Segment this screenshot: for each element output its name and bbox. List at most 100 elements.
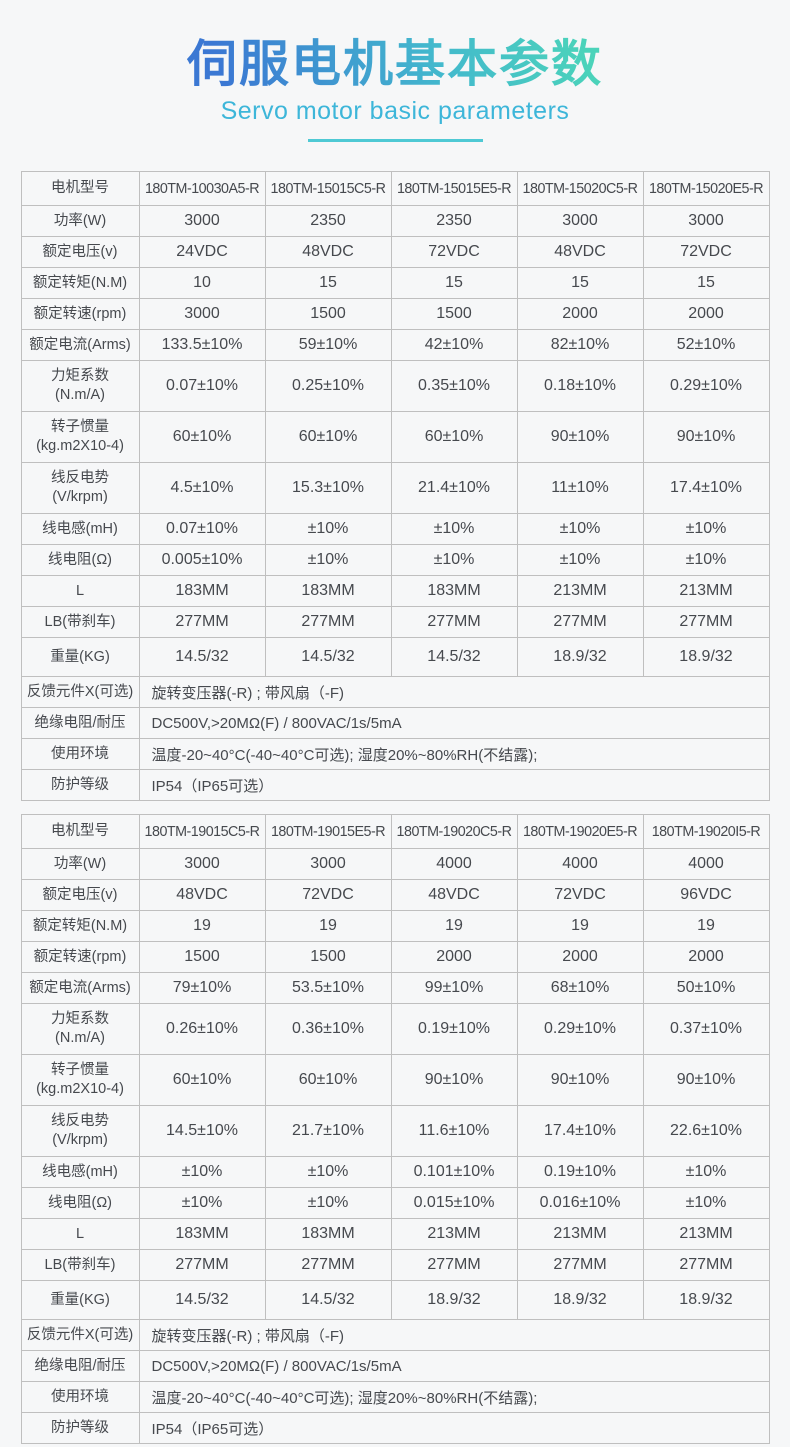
- spec-value: 18.9/32: [642, 1280, 770, 1320]
- spec-row: 重量(KG) 14.5/32 14.5/32 14.5/32 18.9/32 18.9/3…: [20, 637, 770, 677]
- spec-value: 14.5/32: [390, 637, 518, 677]
- spec-row: 力矩系数 (N.m/A) 0.07±10% 0.25±10% 0.35±10% 0.18…: [20, 360, 770, 412]
- spec-value: 213MM: [516, 1218, 644, 1250]
- spec-value: 3000: [138, 848, 266, 880]
- footer-value: IP54（IP65可选）: [138, 769, 770, 801]
- title-underline: [307, 139, 483, 142]
- spec-value: 19: [390, 910, 518, 942]
- spec-value: ±10%: [264, 513, 392, 545]
- row-label: 额定电流(Arms): [20, 972, 140, 1004]
- spec-value: 277MM: [390, 1249, 518, 1281]
- spec-value: 3000: [138, 205, 266, 237]
- spec-value: 213MM: [642, 1218, 770, 1250]
- row-label: 线电阻(Ω): [20, 1187, 140, 1219]
- spec-value: 3000: [516, 205, 644, 237]
- spec-row: 额定电流(Arms) 133.5±10% 59±10% 42±10% 82±10% 52±…: [20, 329, 770, 361]
- spec-value: 2350: [390, 205, 518, 237]
- spec-value: 213MM: [390, 1218, 518, 1250]
- spec-value: 0.35±10%: [390, 360, 518, 412]
- spec-value: 60±10%: [138, 1054, 266, 1106]
- model-number: 180TM-19020I5-R: [642, 814, 770, 849]
- spec-value: 18.9/32: [390, 1280, 518, 1320]
- spec-value: 183MM: [138, 1218, 266, 1250]
- spec-value: 24VDC: [138, 236, 266, 268]
- spec-row: 线反电势 (V/krpm) 14.5±10% 21.7±10% 11.6±10% 17.…: [20, 1105, 770, 1157]
- spec-value: 0.29±10%: [642, 360, 770, 412]
- spec-value: 68±10%: [516, 972, 644, 1004]
- row-label: 线电感(mH): [20, 1156, 140, 1188]
- footer-value: IP54（IP65可选）: [138, 1412, 770, 1444]
- spec-value: 15: [642, 267, 770, 299]
- spec-value: 72VDC: [516, 879, 644, 911]
- spec-value: 0.07±10%: [138, 513, 266, 545]
- spec-value: 2000: [516, 298, 644, 330]
- row-label: 反馈元件X(可选): [20, 676, 140, 708]
- spec-value: 183MM: [264, 1218, 392, 1250]
- model-number: 180TM-15015E5-R: [390, 171, 518, 206]
- row-label: LB(带刹车): [20, 606, 140, 638]
- model-number: 180TM-15015C5-R: [264, 171, 392, 206]
- page-subtitle: Servo motor basic parameters: [220, 97, 570, 125]
- spec-value: 15: [264, 267, 392, 299]
- spec-value: 1500: [390, 298, 518, 330]
- model-number: 180TM-15020C5-R: [516, 171, 644, 206]
- spec-row: 额定电流(Arms) 79±10% 53.5±10% 99±10% 68±10% 50±1…: [20, 972, 770, 1004]
- spec-value: 82±10%: [516, 329, 644, 361]
- spec-value: 277MM: [642, 1249, 770, 1281]
- row-label: 绝缘电阻/耐压: [20, 707, 140, 739]
- spec-value: 14.5±10%: [138, 1105, 266, 1157]
- footer-row: 防护等级 IP54（IP65可选）: [20, 769, 770, 801]
- spec-value: 17.4±10%: [642, 462, 770, 514]
- spec-value: ±10%: [264, 544, 392, 576]
- spec-value: 2000: [642, 941, 770, 973]
- spec-value: 59±10%: [264, 329, 392, 361]
- spec-row: 线电阻(Ω) ±10% ±10% 0.015±10% 0.016±10% ±10%: [20, 1187, 770, 1219]
- model-header-row: 电机型号 180TM-19015C5-R 180TM-19015E5-R 180TM-…: [20, 814, 770, 849]
- spec-value: 0.19±10%: [390, 1003, 518, 1055]
- spec-table-2: 电机型号 180TM-19015C5-R 180TM-19015E5-R 180TM-…: [20, 814, 770, 1444]
- spec-value: 72VDC: [264, 879, 392, 911]
- spec-value: 1500: [264, 941, 392, 973]
- spec-value: 50±10%: [642, 972, 770, 1004]
- spec-value: 14.5/32: [264, 637, 392, 677]
- footer-value: 温度-20~40°C(-40~40°C可选); 湿度20%~80%RH(不结露)…: [138, 738, 770, 770]
- spec-value: 213MM: [516, 575, 644, 607]
- footer-row: 绝缘电阻/耐压 DC500V,>20MΩ(F) / 800VAC/1s/5mA: [20, 1350, 770, 1382]
- spec-row: 线电感(mH) ±10% ±10% 0.101±10% 0.19±10% ±10%: [20, 1156, 770, 1188]
- spec-value: 4000: [642, 848, 770, 880]
- model-number: 180TM-19020E5-R: [516, 814, 644, 849]
- row-label: 电机型号: [20, 814, 140, 849]
- spec-value: 4000: [390, 848, 518, 880]
- row-label: 转子惯量 (kg.m2X10-4): [20, 1054, 140, 1106]
- spec-value: 15.3±10%: [264, 462, 392, 514]
- spec-value: 90±10%: [642, 1054, 770, 1106]
- spec-row: 额定电压(v) 24VDC 48VDC 72VDC 48VDC 72VDC: [20, 236, 770, 268]
- row-label: 额定转矩(N.M): [20, 267, 140, 299]
- page-header: 伺服电机基本参数 Servo motor basic parameters: [0, 0, 790, 142]
- spec-value: 48VDC: [138, 879, 266, 911]
- spec-value: 90±10%: [642, 411, 770, 463]
- row-label: 转子惯量 (kg.m2X10-4): [20, 411, 140, 463]
- spec-value: 60±10%: [390, 411, 518, 463]
- row-label: L: [20, 575, 140, 607]
- row-label: 防护等级: [20, 1412, 140, 1444]
- spec-value: ±10%: [642, 1187, 770, 1219]
- spec-value: 3000: [264, 848, 392, 880]
- spec-value: ±10%: [264, 1187, 392, 1219]
- spec-value: 2000: [642, 298, 770, 330]
- row-label: 额定转速(rpm): [20, 941, 140, 973]
- spec-value: 90±10%: [516, 1054, 644, 1106]
- spec-value: 277MM: [264, 606, 392, 638]
- spec-row: 额定转速(rpm) 1500 1500 2000 2000 2000: [20, 941, 770, 973]
- row-label: 防护等级: [20, 769, 140, 801]
- spec-value: 15: [390, 267, 518, 299]
- spec-value: 19: [264, 910, 392, 942]
- spec-value: 52±10%: [642, 329, 770, 361]
- spec-value: 277MM: [138, 606, 266, 638]
- spec-value: 19: [138, 910, 266, 942]
- footer-value: 旋转变压器(-R) ; 带风扇（-F): [138, 676, 770, 708]
- spec-value: 2000: [390, 941, 518, 973]
- spec-value: 0.016±10%: [516, 1187, 644, 1219]
- spec-value: 11.6±10%: [390, 1105, 518, 1157]
- spec-value: 14.5/32: [138, 1280, 266, 1320]
